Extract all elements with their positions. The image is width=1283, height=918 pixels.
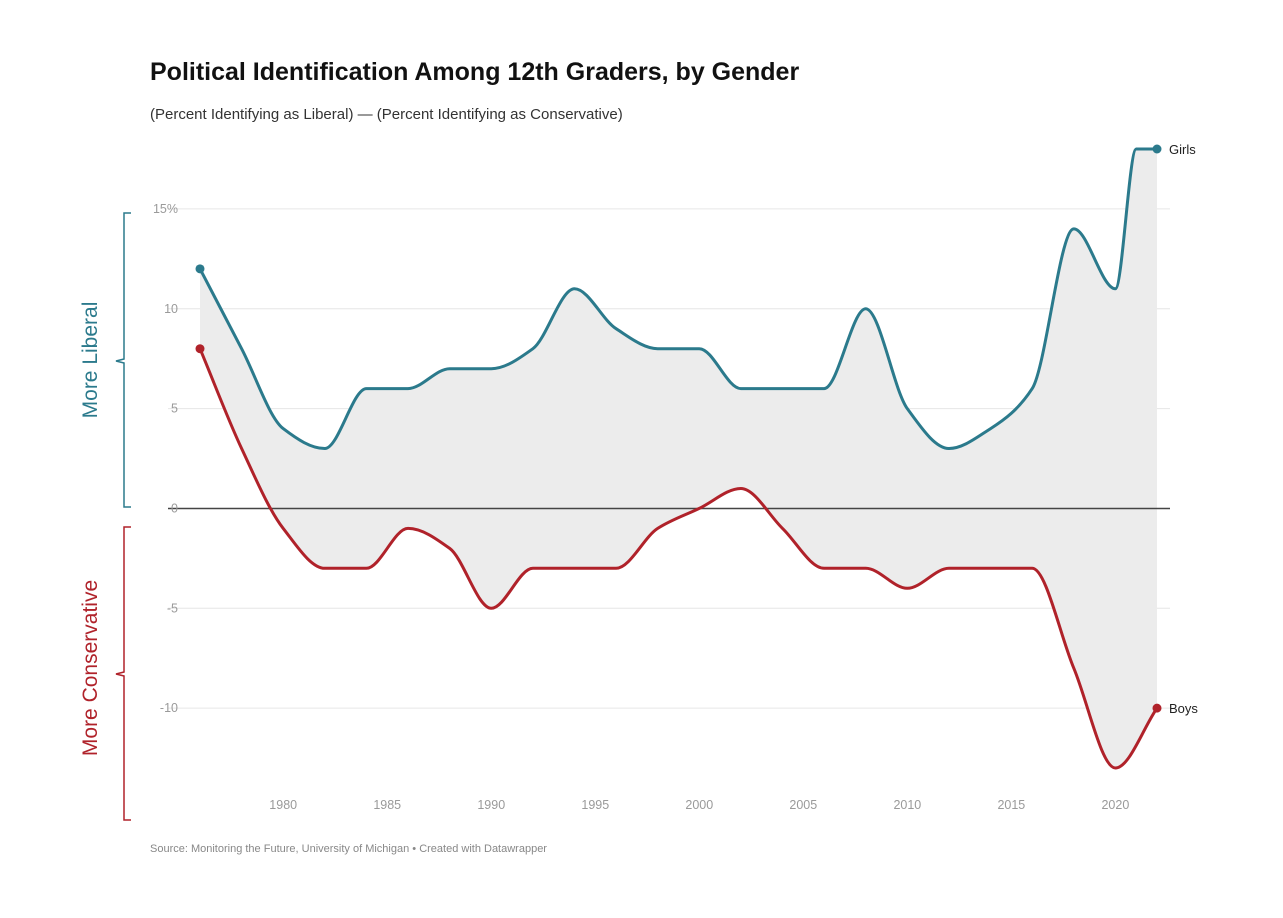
boys-start-point xyxy=(195,344,205,354)
girls-end-point xyxy=(1152,144,1162,154)
chart-title: Political Identification Among 12th Grad… xyxy=(150,58,800,86)
girls-series-label: Girls xyxy=(1169,142,1196,157)
y-tick-label: 10 xyxy=(164,302,178,316)
x-axis-ticks: 1980 1985 1990 1995 2000 2005 2010 2015 2020 xyxy=(269,798,1129,812)
boys-series-line xyxy=(198,347,1159,770)
y-tick-label: 5 xyxy=(171,402,178,416)
x-tick-label: 2000 xyxy=(685,798,713,812)
x-tick-label: 2020 xyxy=(1101,798,1129,812)
more-liberal-label: More Liberal xyxy=(79,302,102,419)
chart-source: Source: Monitoring the Future, Universit… xyxy=(150,843,547,855)
boys-end-point xyxy=(1152,703,1162,713)
x-tick-label: 1990 xyxy=(477,798,505,812)
conservative-bracket xyxy=(115,526,131,821)
y-tick-label: 0 xyxy=(171,501,178,515)
x-tick-label: 2010 xyxy=(893,798,921,812)
x-tick-label: 1985 xyxy=(373,798,401,812)
boys-series-label: Boys xyxy=(1169,701,1198,716)
y-tick-label: -5 xyxy=(167,601,178,615)
girls-start-point xyxy=(195,264,205,274)
y-tick-label: 15% xyxy=(153,202,178,216)
x-tick-label: 1995 xyxy=(581,798,609,812)
y-axis-ticks: 15% 10 5 0 -5 -10 xyxy=(153,202,178,715)
more-conservative-label: More Conservative xyxy=(79,580,102,756)
x-tick-label: 1980 xyxy=(269,798,297,812)
series-end-points xyxy=(195,144,1162,713)
chart-subtitle: (Percent Identifying as Liberal) — (Perc… xyxy=(150,106,623,123)
x-tick-label: 2005 xyxy=(789,798,817,812)
liberal-bracket xyxy=(115,212,131,508)
y-tick-label: -10 xyxy=(160,701,178,715)
girls-series-line xyxy=(198,147,1159,450)
x-tick-label: 2015 xyxy=(997,798,1025,812)
gap-fill-area xyxy=(200,149,1157,768)
